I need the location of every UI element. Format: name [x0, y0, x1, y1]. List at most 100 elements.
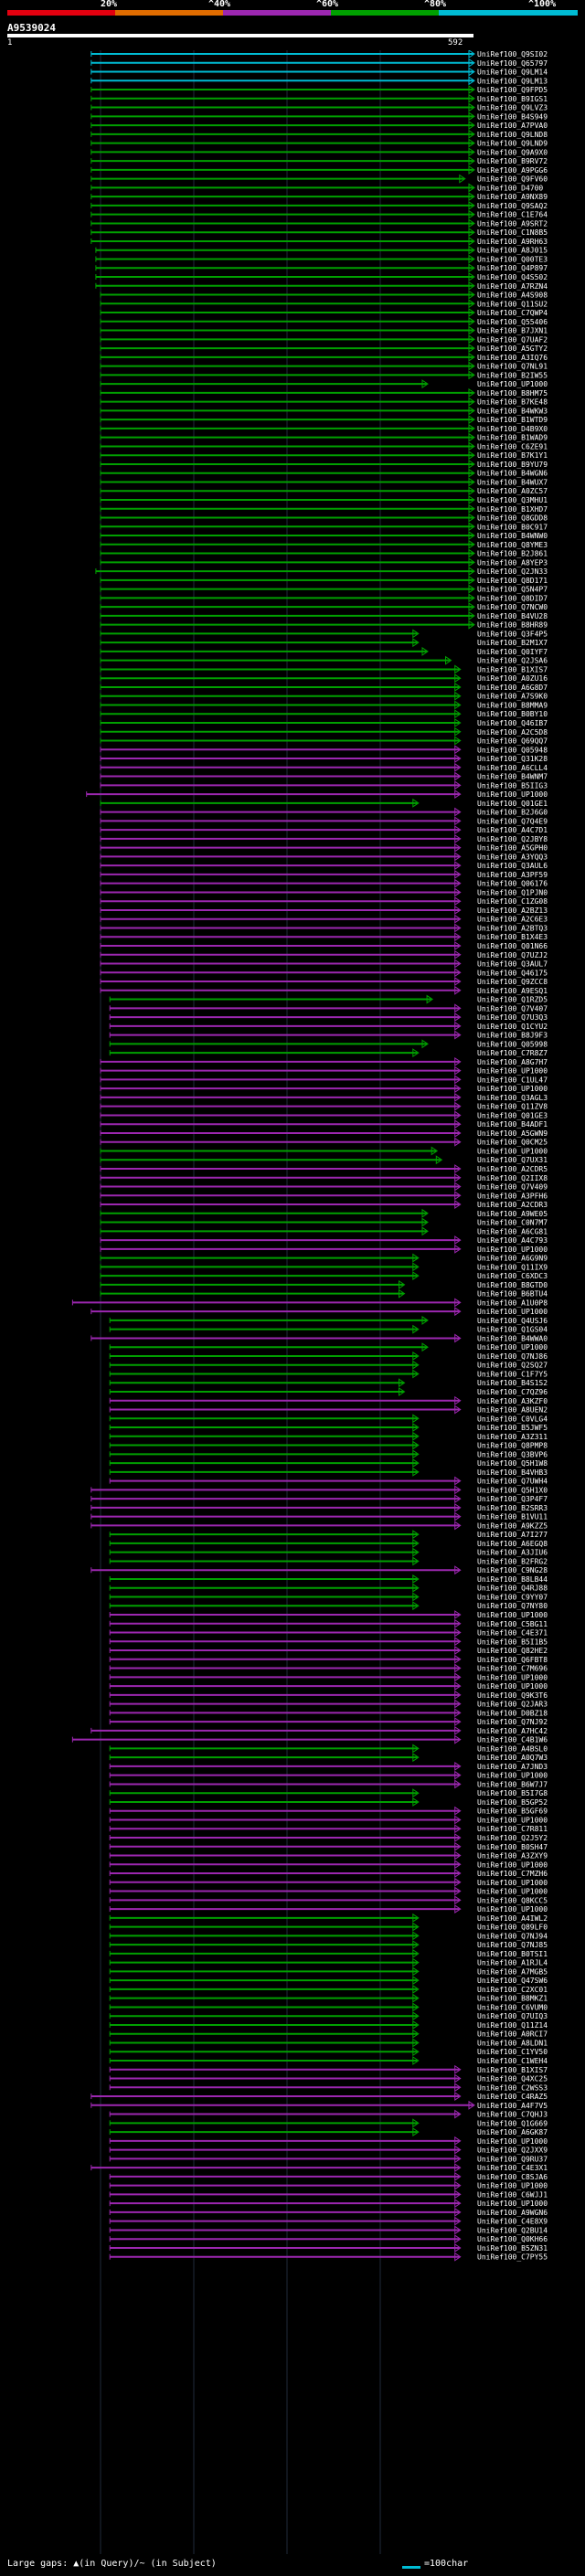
hit-row[interactable]: UniRef100_Q7NJ85 — [109, 1940, 548, 1949]
hit-row[interactable]: UniRef100_B8LB44 — [109, 1574, 548, 1584]
hit-row[interactable]: UniRef100_Q4XC25 — [109, 2073, 548, 2083]
hit-row[interactable]: UniRef100_B1WAD9 — [100, 432, 548, 442]
hit-row[interactable]: UniRef100_Q8PMP8 — [109, 1440, 548, 1450]
hit-row[interactable]: UniRef100_Q9LND9 — [90, 138, 548, 148]
hit-row[interactable]: UniRef100_Q46IB7 — [100, 718, 548, 727]
hit-row[interactable]: UniRef100_Q1RZD5 — [109, 994, 548, 1004]
hit-row[interactable]: UniRef100_A5GPH0 — [100, 843, 548, 853]
hit-row[interactable]: UniRef100_B1XHD7 — [100, 504, 548, 514]
hit-row[interactable]: UniRef100_B6BTU4 — [100, 1288, 548, 1299]
hit-row[interactable]: UniRef100_Q7UAF2 — [100, 334, 548, 344]
hit-row[interactable]: UniRef100_C1UL47 — [100, 1075, 548, 1084]
hit-row[interactable]: UniRef100_B0SH47 — [109, 1841, 548, 1851]
hit-row[interactable]: UniRef100_Q2JBY8 — [100, 833, 548, 843]
hit-row[interactable]: UniRef100_Q3BVP6 — [109, 1449, 548, 1458]
hit-row[interactable]: UniRef100_A3Z311 — [109, 1431, 548, 1441]
hit-row[interactable]: UniRef100_B4VU28 — [100, 610, 548, 620]
hit-row[interactable]: UniRef100_UP1000 — [90, 1307, 548, 1316]
hit-row[interactable]: UniRef100_Q11Z14 — [109, 2020, 548, 2030]
hit-row[interactable]: UniRef100_Q7NL91 — [100, 361, 548, 371]
hit-row[interactable]: UniRef100_B8HM75 — [100, 387, 548, 398]
hit-row[interactable]: UniRef100_C7M696 — [109, 1663, 548, 1673]
hit-row[interactable]: UniRef100_Q9SAQ2 — [90, 200, 548, 210]
hit-row[interactable]: UniRef100_Q89LF0 — [109, 1922, 548, 1932]
hit-row[interactable]: UniRef100_A1RJL4 — [109, 1957, 548, 1967]
hit-row[interactable]: UniRef100_Q9RU37 — [109, 2154, 548, 2163]
hit-row[interactable]: UniRef100_Q8GDD8 — [100, 513, 548, 523]
hit-row[interactable]: UniRef100_Q11SU2 — [100, 299, 548, 308]
hit-row[interactable]: UniRef100_Q9ZCC8 — [100, 977, 548, 986]
hit-row[interactable]: UniRef100_C6ZE91 — [100, 441, 548, 451]
hit-row[interactable]: UniRef100_UP1000 — [109, 1681, 548, 1691]
hit-row[interactable]: UniRef100_B8J9F3 — [109, 1030, 548, 1040]
hit-row[interactable]: UniRef100_A9WGN6 — [109, 2207, 548, 2217]
hit-row[interactable]: UniRef100_Q7UIQ3 — [109, 2011, 548, 2020]
hit-row[interactable]: UniRef100_A2C5D8 — [100, 726, 548, 737]
hit-row[interactable]: UniRef100_Q2JXX9 — [109, 2145, 548, 2155]
hit-row[interactable]: UniRef100_Q7U3Q3 — [109, 1012, 548, 1022]
hit-row[interactable]: UniRef100_A0ZU16 — [100, 673, 548, 683]
hit-row[interactable]: UniRef100_Q5H1X0 — [90, 1485, 548, 1494]
hit-row[interactable]: UniRef100_Q2IIX8 — [100, 1172, 548, 1182]
hit-row[interactable]: UniRef100_D4700 — [90, 183, 544, 192]
hit-row[interactable]: UniRef100_C4E3X1 — [90, 2163, 548, 2172]
hit-row[interactable]: UniRef100_B4WGN6 — [100, 468, 548, 478]
hit-row[interactable]: UniRef100_B1X4E3 — [100, 932, 548, 941]
hit-row[interactable]: UniRef100_A6CG81 — [100, 1226, 548, 1235]
hit-row[interactable]: UniRef100_A3IQ76 — [100, 352, 548, 362]
hit-row[interactable]: UniRef100_B2FRG2 — [109, 1556, 548, 1565]
hit-row[interactable]: UniRef100_Q2JN33 — [95, 567, 548, 576]
hit-row[interactable]: UniRef100_A6GK87 — [109, 2127, 548, 2136]
hit-row[interactable]: UniRef100_Q11ZV8 — [100, 1101, 548, 1111]
hit-row[interactable]: UniRef100_Q3MHU1 — [100, 495, 548, 504]
hit-row[interactable]: UniRef100_A9NX89 — [90, 192, 548, 201]
hit-row[interactable]: UniRef100_C1WEH4 — [109, 2056, 548, 2065]
hit-row[interactable]: UniRef100_Q65797 — [90, 58, 548, 68]
hit-row[interactable]: UniRef100_Q3AUL7 — [100, 959, 548, 969]
hit-row[interactable]: UniRef100_Q5N4P7 — [100, 584, 548, 594]
hit-row[interactable]: UniRef100_C7QZ96 — [109, 1387, 548, 1396]
hit-row[interactable]: UniRef100_C7QHJ3 — [109, 2109, 548, 2119]
hit-row[interactable]: UniRef100_A0Q7W3 — [109, 1753, 548, 1762]
hit-row[interactable]: UniRef100_A4IWL2 — [109, 1913, 548, 1923]
hit-row[interactable]: UniRef100_B1VU11 — [90, 1511, 548, 1521]
hit-row[interactable]: UniRef100_Q1GS04 — [109, 1324, 548, 1334]
hit-row[interactable]: UniRef100_Q3F4P5 — [100, 629, 548, 638]
hit-row[interactable]: UniRef100_B6W7J7 — [109, 1779, 548, 1788]
hit-row[interactable]: UniRef100_UP1000 — [109, 1610, 548, 1619]
hit-row[interactable]: UniRef100_A9PGG6 — [90, 164, 548, 175]
hit-row[interactable]: UniRef100_UP1000 — [100, 1065, 548, 1076]
hit-row[interactable]: UniRef100_B0TSI1 — [109, 1948, 548, 1958]
hit-row[interactable]: UniRef100_B4WUX7 — [100, 477, 548, 486]
hit-row[interactable]: UniRef100_C1ZG08 — [100, 896, 548, 906]
hit-row[interactable]: UniRef100_A1U0P8 — [71, 1298, 548, 1307]
hit-row[interactable]: UniRef100_Q82HE2 — [109, 1646, 548, 1655]
hit-row[interactable]: UniRef100_Q7Q4E9 — [100, 816, 548, 825]
hit-row[interactable]: UniRef100_B1WTD9 — [100, 415, 548, 424]
hit-row[interactable]: UniRef100_Q7V409 — [100, 1182, 548, 1192]
hit-row[interactable]: UniRef100_A2BTQ3 — [100, 923, 548, 932]
hit-row[interactable]: UniRef100_A4C793 — [100, 1235, 548, 1245]
hit-row[interactable]: UniRef100_Q0CM25 — [100, 1137, 548, 1147]
hit-row[interactable]: UniRef100_Q3AGL3 — [100, 1092, 548, 1102]
hit-row[interactable]: UniRef100_C9YY07 — [109, 1592, 548, 1601]
hit-row[interactable]: UniRef100_Q9FV60 — [90, 174, 548, 184]
hit-row[interactable]: UniRef100_Q5H1W8 — [109, 1458, 548, 1468]
hit-row[interactable]: UniRef100_UP1000 — [100, 379, 548, 388]
hit-row[interactable]: UniRef100_B5I7G8 — [109, 1788, 548, 1797]
hit-row[interactable]: UniRef100_C7MZH6 — [109, 1869, 548, 1878]
hit-row[interactable]: UniRef100_B9RV72 — [90, 156, 548, 165]
hit-row[interactable]: UniRef100_Q9LM13 — [90, 76, 548, 85]
hit-row[interactable]: UniRef100_A4C7D1 — [100, 825, 548, 834]
hit-row[interactable]: UniRef100_A9RH63 — [90, 237, 548, 246]
hit-row[interactable]: UniRef100_A9KZZ5 — [90, 1521, 548, 1530]
hit-row[interactable]: UniRef100_B5IIG3 — [100, 780, 548, 790]
hit-row[interactable]: UniRef100_C6XDC3 — [100, 1271, 548, 1280]
hit-row[interactable]: UniRef100_Q55406 — [100, 316, 548, 326]
hit-row[interactable]: UniRef100_Q69QQ7 — [100, 736, 548, 746]
hit-row[interactable]: UniRef100_Q2SQ27 — [109, 1360, 548, 1370]
hit-row[interactable]: UniRef100_C4E371 — [109, 1627, 548, 1638]
hit-row[interactable]: UniRef100_C5BG11 — [109, 1618, 548, 1628]
hit-row[interactable]: UniRef100_A2C6E3 — [100, 914, 548, 924]
hit-row[interactable]: UniRef100_A7I277 — [109, 1530, 548, 1539]
